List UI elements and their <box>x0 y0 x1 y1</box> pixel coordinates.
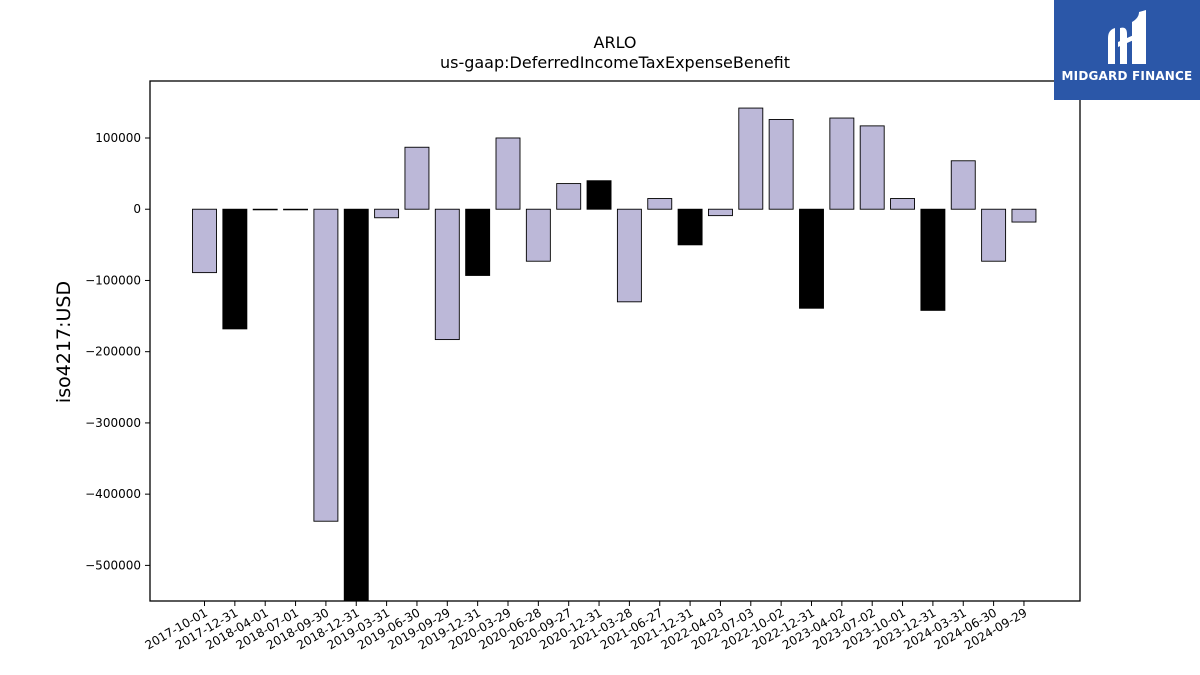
y-tick-label: 100000 <box>95 131 141 145</box>
y-axis: 100000 0 −100000 −200000 −300000 −400000 −5000… <box>85 131 150 572</box>
bar-2021-12-31 <box>677 208 703 246</box>
bar-2024-03-31 <box>950 160 976 210</box>
bar-2024-06-30 <box>981 208 1007 262</box>
y-tick-label: −300000 <box>85 416 141 430</box>
bar-2017-10-01 <box>192 208 217 274</box>
bar-2020-09-27 <box>556 183 582 210</box>
y-axis-label: iso4217:USD <box>53 281 75 403</box>
logo-text: MIDGARD FINANCE <box>1061 69 1193 83</box>
bar-2019-06-30 <box>404 146 430 210</box>
bar-2022-07-03 <box>738 107 764 210</box>
bar-2020-03-29 <box>495 137 521 210</box>
brand-logo: MIDGARD FINANCE <box>1054 0 1200 100</box>
bar-2021-06-27 <box>647 198 673 210</box>
bar-2023-12-31 <box>920 208 946 311</box>
bar-2018-09-30 <box>313 208 339 522</box>
y-tick-label: −400000 <box>85 487 141 501</box>
bar-2020-12-31 <box>586 180 612 210</box>
bar-2018-04-01 <box>252 208 278 211</box>
bar-2018-12-31 <box>343 208 369 602</box>
bar-2023-07-02 <box>859 125 885 210</box>
y-tick-label: −500000 <box>85 558 141 572</box>
bar-2018-07-01 <box>283 208 308 211</box>
midgard-logo-icon <box>1108 10 1146 65</box>
y-tick-label: −100000 <box>85 273 141 287</box>
bar-2019-12-31 <box>465 208 491 276</box>
bar-2019-03-31 <box>374 208 400 219</box>
x-axis: 2017-10-012017-12-312018-04-012018-07-01… <box>143 601 1029 652</box>
bar-2020-06-28 <box>525 208 551 262</box>
chart-title: ARLO <box>594 33 637 52</box>
bar-2021-03-28 <box>616 208 642 303</box>
bar-2022-10-02 <box>768 119 794 210</box>
bar-2019-09-29 <box>434 208 460 341</box>
y-tick-label: −200000 <box>85 345 141 359</box>
chart-subtitle: us-gaap:DeferredIncomeTaxExpenseBenefit <box>440 53 790 72</box>
bars-group <box>192 107 1037 602</box>
bar-2022-12-31 <box>799 208 824 309</box>
plot-frame <box>149 80 1081 602</box>
bar-2023-04-02 <box>829 117 855 210</box>
bar-2017-12-31 <box>222 208 248 330</box>
y-tick-label: 0 <box>133 202 141 216</box>
bar-2022-04-03 <box>708 208 733 217</box>
bar-2024-09-29 <box>1011 208 1037 223</box>
bar-2023-10-01 <box>890 198 915 210</box>
